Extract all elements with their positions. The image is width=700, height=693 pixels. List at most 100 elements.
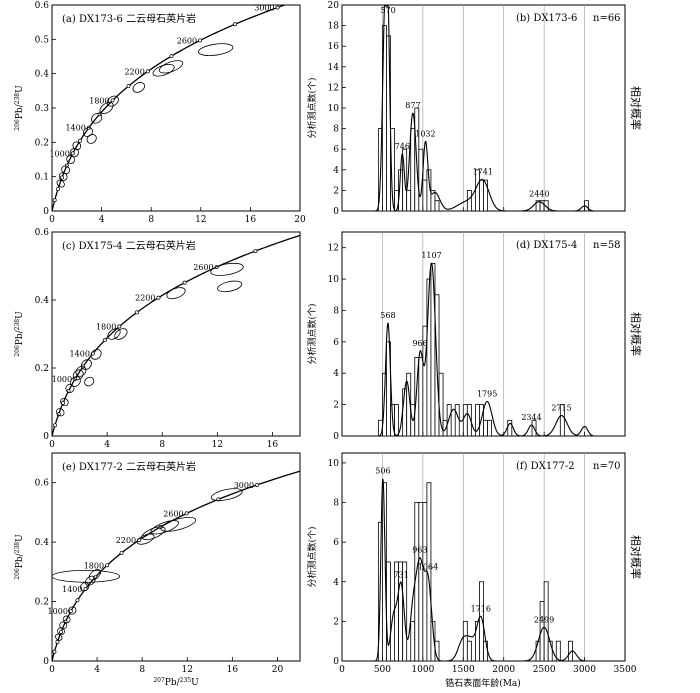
histogram-bar xyxy=(423,503,427,661)
y-tick-label: 0.2 xyxy=(35,364,49,374)
histogram-plot-b: 57074687710321741244002468101214161820(b… xyxy=(306,1,643,217)
concordia-age-label: 1400 xyxy=(70,350,90,359)
y-tick-label: 10 xyxy=(328,275,340,285)
peak-label: 1795 xyxy=(477,389,497,398)
panel-title: (b) DX173-6 xyxy=(516,13,577,24)
y-tick-label: 18 xyxy=(328,22,340,32)
concordia-age-marker xyxy=(111,99,114,102)
x-tick-label: 0 xyxy=(49,440,55,450)
concordia-age-label: 1800 xyxy=(84,561,104,570)
x-tick-label: 12 xyxy=(212,440,223,450)
x-tick-label: 0 xyxy=(49,215,55,225)
histogram-bar xyxy=(455,405,459,436)
concordia-age-marker xyxy=(157,296,160,299)
x-tick-label: 8 xyxy=(148,215,154,225)
y-tick-label: 20 xyxy=(328,1,340,11)
peak-label: 1032 xyxy=(415,129,435,138)
histogram-bar xyxy=(419,503,423,661)
concordia-age-label: 2600 xyxy=(193,263,213,272)
histogram-bar xyxy=(475,621,479,661)
x-tick-label: 12 xyxy=(195,215,206,225)
y-tick-label: 0.4 xyxy=(35,296,50,306)
histogram-bar xyxy=(443,420,447,436)
x-tick-label: 500 xyxy=(374,665,391,675)
concordia-curve xyxy=(52,144,700,436)
histogram-bar xyxy=(488,420,492,436)
concordia-age-marker xyxy=(233,23,236,26)
y-tick-label: 16 xyxy=(328,42,340,52)
concordia-age-marker xyxy=(56,187,59,190)
y-tick-label: 6 xyxy=(333,338,339,348)
y-tick-label: 0.1 xyxy=(35,173,49,183)
x-tick-label: 2000 xyxy=(492,665,515,675)
panel-title: (d) DX175-4 xyxy=(516,240,577,251)
peak-label: 570 xyxy=(380,6,395,15)
peak-label: 1716 xyxy=(471,604,491,613)
histogram-bar xyxy=(435,201,439,211)
concordia-age-marker xyxy=(127,85,130,88)
concordia-age-label: 1800 xyxy=(89,96,109,105)
plot-frame xyxy=(52,232,300,436)
concordia-age-marker xyxy=(53,424,56,427)
histogram-bar xyxy=(508,420,512,436)
panel-title: (f) DX177-2 xyxy=(516,461,575,472)
x-tick-label: 16 xyxy=(267,440,279,450)
error-ellipse xyxy=(56,179,66,189)
x-tick-label: 20 xyxy=(272,665,284,675)
concordia-age-marker xyxy=(76,599,79,602)
histogram-bar xyxy=(407,190,411,211)
x-tick-label: 16 xyxy=(227,665,239,675)
peak-label: 1064 xyxy=(418,562,438,571)
error-ellipse xyxy=(158,58,185,76)
x-tick-label: 4 xyxy=(99,215,105,225)
right-axis-label: 相对概率 xyxy=(629,86,643,130)
x-tick-label: 8 xyxy=(159,440,165,450)
peak-label: 731 xyxy=(393,570,408,579)
y-tick-label: 10 xyxy=(328,459,340,469)
concordia-age-marker xyxy=(276,6,279,9)
y-tick-label: 4 xyxy=(333,578,339,588)
y-tick-label: 0 xyxy=(333,207,339,217)
y-tick-label: 6 xyxy=(333,538,339,548)
histogram-bar xyxy=(395,405,399,436)
y-tick-label: 0 xyxy=(43,207,49,217)
histogram-bar xyxy=(463,621,467,661)
error-ellipse xyxy=(217,279,243,293)
concordia-age-label: 1800 xyxy=(96,322,116,331)
concordia-age-marker xyxy=(170,55,173,58)
peak-label: 506 xyxy=(375,467,390,476)
y-tick-label: 0.2 xyxy=(35,598,49,608)
y-tick-label: 8 xyxy=(333,499,339,509)
error-ellipse xyxy=(55,407,66,418)
y-tick-label: 6 xyxy=(333,145,339,155)
concordia-age-marker xyxy=(60,176,63,179)
peak-label: 2344 xyxy=(521,413,541,422)
x-tick-label: 0 xyxy=(339,665,345,675)
histogram-bar xyxy=(484,420,488,436)
concordia-age-label: 3000 xyxy=(254,4,274,13)
histogram-bar xyxy=(447,405,451,436)
peak-label: 2440 xyxy=(529,190,549,199)
y-axis-label: 206Pb/238U xyxy=(14,534,26,580)
concordia-age-label: 1400 xyxy=(65,124,85,133)
histogram-bar xyxy=(411,129,415,211)
error-ellipse xyxy=(198,42,234,58)
sample-count: n=58 xyxy=(593,240,621,251)
concordia-age-label: 1000 xyxy=(48,607,68,616)
concordia-age-marker xyxy=(135,311,138,314)
x-tick-label: 0 xyxy=(49,665,55,675)
concordia-age-marker xyxy=(183,281,186,284)
y-tick-label: 8 xyxy=(333,125,339,135)
peak-label: 1741 xyxy=(473,168,493,177)
histogram-bar xyxy=(484,641,488,661)
y-tick-label: 0.3 xyxy=(35,104,50,114)
concordia-age-label: 2200 xyxy=(116,536,136,545)
concordia-age-label: 2600 xyxy=(163,509,183,518)
y-tick-label: 0.4 xyxy=(35,70,50,80)
y-tick-label: 0.2 xyxy=(35,138,49,148)
error-ellipse xyxy=(136,532,156,546)
histogram-bar xyxy=(467,190,471,211)
